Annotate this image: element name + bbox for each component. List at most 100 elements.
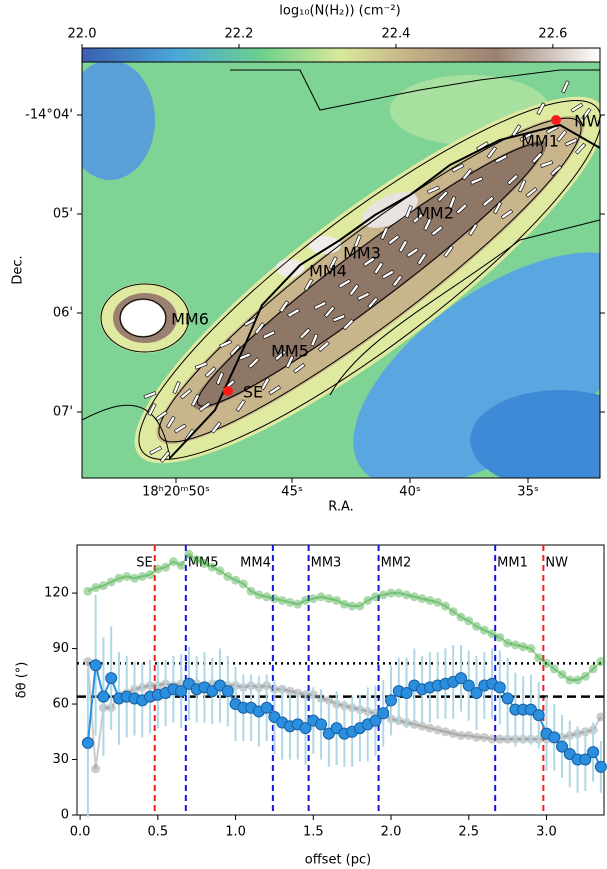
pol-segment xyxy=(500,209,514,220)
y-tick-label: -14°04' xyxy=(25,108,73,123)
data-point xyxy=(454,672,467,685)
x-tick-label: 40ˢ xyxy=(399,485,421,500)
data-point xyxy=(503,638,513,648)
data-point xyxy=(176,560,186,570)
data-point xyxy=(433,725,443,735)
pol-segment xyxy=(299,327,311,340)
data-point xyxy=(487,734,497,744)
data-point xyxy=(532,709,545,722)
mm6-core xyxy=(121,300,165,336)
pol-segment xyxy=(430,225,444,237)
map-low-region xyxy=(470,390,600,478)
pol-segment xyxy=(486,146,498,159)
y-tick-label: 30 xyxy=(52,752,69,767)
marker-label: SE xyxy=(136,556,152,571)
data-point xyxy=(385,694,398,707)
pol-segment xyxy=(303,278,314,291)
pol-segment xyxy=(406,247,419,258)
pol-segment xyxy=(506,173,519,186)
core xyxy=(309,236,341,254)
data-point xyxy=(215,566,225,576)
pol-segment xyxy=(155,410,168,421)
pol-segment xyxy=(461,168,473,181)
data-point xyxy=(556,740,569,753)
pol-segment xyxy=(198,401,211,412)
x-tick-label: 3.0 xyxy=(536,825,557,840)
pol-segment xyxy=(517,179,527,193)
pol-segment xyxy=(540,160,554,168)
y-tick-label: 0 xyxy=(61,808,69,823)
data-point xyxy=(369,714,382,727)
data-point xyxy=(394,588,404,598)
pol-segment xyxy=(262,330,276,340)
annotation: SE xyxy=(243,383,263,402)
x-tick-label: 0.5 xyxy=(147,825,168,840)
x-tick-label: 35ˢ xyxy=(517,485,539,500)
data-point xyxy=(495,632,505,642)
data-point xyxy=(269,594,279,604)
data-point xyxy=(487,629,497,639)
data-point xyxy=(425,595,435,605)
pol-segment xyxy=(180,388,192,400)
y-tick-label: 07' xyxy=(53,405,73,420)
data-point xyxy=(301,595,311,605)
pol-segment xyxy=(274,350,287,362)
annotation: NW xyxy=(574,112,602,131)
pol-segment xyxy=(426,185,440,194)
data-point xyxy=(130,573,140,583)
data-point xyxy=(417,721,427,731)
filament-inner xyxy=(193,140,547,410)
pol-segment xyxy=(437,190,449,202)
data-point xyxy=(363,595,373,605)
colorbar xyxy=(81,47,601,63)
pol-segment xyxy=(443,245,454,258)
data-point xyxy=(400,686,413,699)
pol-segment xyxy=(313,301,327,310)
data-point xyxy=(573,675,583,685)
pol-segment xyxy=(519,132,533,142)
y-tick-label: 120 xyxy=(44,586,69,601)
data-point xyxy=(541,658,551,668)
data-point xyxy=(285,686,295,696)
data-point xyxy=(409,592,419,602)
pol-segment xyxy=(564,138,578,147)
pol-segment xyxy=(373,261,384,275)
data-point xyxy=(448,607,458,617)
y-tick-label: 90 xyxy=(52,641,69,656)
marker-label: MM5 xyxy=(188,556,219,571)
data-point xyxy=(378,590,388,600)
marker-label: MM2 xyxy=(381,556,412,571)
pol-segment xyxy=(545,124,559,135)
pol-segment xyxy=(468,223,478,236)
data-point xyxy=(472,732,482,742)
y-tick-label: 06' xyxy=(53,306,73,321)
annotation: MM5 xyxy=(271,342,309,361)
map-frame xyxy=(81,61,601,479)
data-point xyxy=(299,722,312,735)
map-image xyxy=(82,62,600,478)
data-point xyxy=(549,664,559,674)
data-point xyxy=(262,592,272,602)
pol-segment xyxy=(574,142,587,155)
data-point xyxy=(518,642,528,652)
pol-segment xyxy=(149,445,163,455)
pol-segment xyxy=(398,239,408,253)
data-point xyxy=(493,681,506,694)
data-point xyxy=(254,590,264,600)
pol-segment xyxy=(455,203,468,215)
pol-segment xyxy=(448,195,457,210)
map-low-region xyxy=(82,62,155,180)
pol-segment xyxy=(279,300,290,313)
data-point xyxy=(199,558,209,568)
polarization-segments xyxy=(143,80,592,463)
pol-segment xyxy=(219,339,233,349)
pol-segment xyxy=(404,205,413,219)
data-point xyxy=(221,685,234,698)
spine xyxy=(169,123,600,459)
contour xyxy=(119,298,167,338)
data-point xyxy=(347,601,357,611)
pol-segment xyxy=(570,102,584,113)
data-point xyxy=(402,590,412,600)
pol-segment xyxy=(581,107,592,121)
x-tick-label: 18ʰ20ᵐ50ˢ xyxy=(142,485,210,500)
